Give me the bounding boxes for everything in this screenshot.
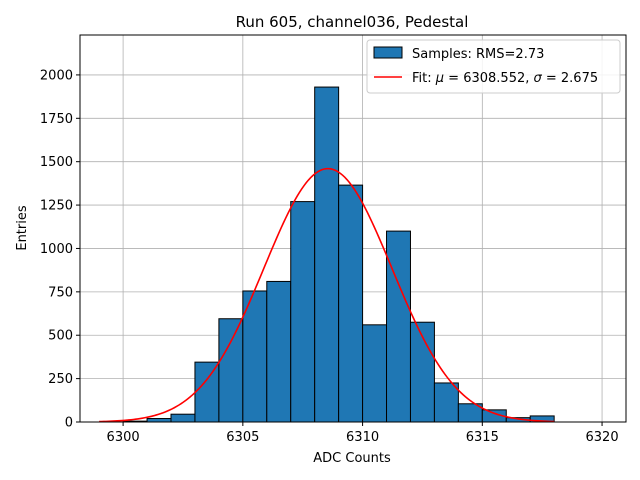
legend-box <box>366 39 621 94</box>
histogram-bar <box>314 86 340 423</box>
y-tick-label: 1500 <box>40 155 73 170</box>
x-tick-label: 6310 <box>346 430 379 445</box>
y-axis-title: Entries <box>15 205 30 251</box>
x-axis-title: ADC Counts <box>313 451 391 466</box>
y-tick-label: 2000 <box>40 68 73 83</box>
legend-label-fit: Fit: μ = 6308.552, σ = 2.675 <box>412 71 598 86</box>
histogram-bar <box>433 382 459 423</box>
y-tick-label: 750 <box>48 285 73 300</box>
chart-title: Run 605, channel036, Pedestal <box>236 13 469 31</box>
y-tick-label: 1750 <box>40 112 73 127</box>
y-tick-label: 250 <box>48 372 73 387</box>
legend: Samples: RMS=2.73 Fit: μ = 6308.552, σ =… <box>366 39 621 94</box>
x-tick-label: 6300 <box>107 430 140 445</box>
histogram-bar <box>362 324 388 423</box>
y-tick-label: 1250 <box>40 199 73 214</box>
histogram-bar <box>146 418 172 423</box>
histogram-bars <box>122 86 555 423</box>
histogram-bar <box>194 361 220 423</box>
histogram-bar <box>290 201 316 423</box>
legend-label-samples: Samples: RMS=2.73 <box>412 47 544 62</box>
fit-curve-line <box>99 167 555 423</box>
x-axis-ticks: 6300 6305 6310 6315 6320 <box>107 422 619 445</box>
x-tick-label: 6305 <box>226 430 259 445</box>
legend-swatch-samples <box>373 46 403 59</box>
y-tick-label: 1000 <box>40 242 73 257</box>
y-axis-ticks: 0 250 500 750 1000 1250 1500 1750 2000 <box>40 68 80 431</box>
y-tick-label: 500 <box>48 329 73 344</box>
histogram-bar <box>386 230 411 423</box>
histogram-bar <box>218 318 244 423</box>
x-tick-label: 6315 <box>466 430 499 445</box>
histogram-bar <box>338 184 364 423</box>
histogram-bar <box>266 280 292 423</box>
plot-area-frame <box>79 34 627 423</box>
histogram-bar <box>170 413 196 423</box>
y-tick-label: 0 <box>65 416 73 431</box>
x-tick-label: 6320 <box>586 430 619 445</box>
